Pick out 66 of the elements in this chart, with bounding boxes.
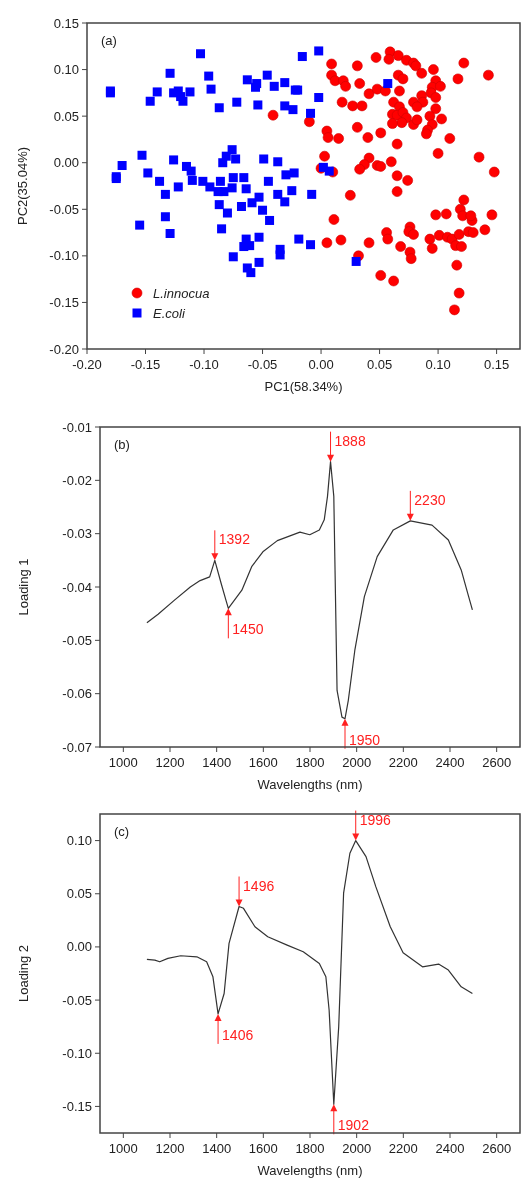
y-tick-label: -0.05 xyxy=(62,992,92,1008)
x-tick-label: 2600 xyxy=(482,1141,512,1156)
x-tick-label: 2000 xyxy=(342,755,372,770)
x-tick-label: 1000 xyxy=(108,755,138,770)
y-tick-label: -0.05 xyxy=(49,201,79,217)
x-tick-label: 1200 xyxy=(155,755,185,770)
x-tick-label: 2200 xyxy=(388,1141,418,1156)
y-tick-label: -0.20 xyxy=(49,341,79,357)
x-tick-label: 1400 xyxy=(202,755,232,770)
y-tick-label: 0.05 xyxy=(53,108,79,124)
y-axis-title: PC2(35.04%) xyxy=(15,146,30,226)
x-tick-label: 1200 xyxy=(155,1141,185,1156)
x-tick-label: 1600 xyxy=(248,1141,278,1156)
x-tick-label: 2600 xyxy=(482,755,512,770)
annotation: (b) xyxy=(114,437,130,452)
annotation: (a) xyxy=(101,33,117,48)
y-tick-label: 0.00 xyxy=(53,155,79,171)
y-tick-label: -0.10 xyxy=(49,248,79,264)
legend-label: E.coli xyxy=(153,306,186,321)
x-tick-label: 2200 xyxy=(388,755,418,770)
y-tick-label: 0.15 xyxy=(53,15,79,31)
x-tick-label: 0.15 xyxy=(483,357,510,372)
x-tick-label: 2400 xyxy=(435,1141,465,1156)
x-tick-label: 0.10 xyxy=(425,357,451,372)
y-tick-label: -0.03 xyxy=(62,526,92,542)
x-tick-label: 0.05 xyxy=(366,357,393,372)
y-tick-label: -0.06 xyxy=(62,686,92,702)
x-tick-label: 1000 xyxy=(108,1141,138,1156)
y-tick-label: -0.15 xyxy=(62,1098,92,1114)
annotation: 1888 xyxy=(334,432,366,449)
x-tick-label: 1800 xyxy=(295,755,325,770)
x-tick-label: 2400 xyxy=(435,755,465,770)
annotation: 1496 xyxy=(243,877,275,894)
annotation: (c) xyxy=(114,824,130,839)
x-tick-label: 0.00 xyxy=(308,357,334,372)
annotation: 1902 xyxy=(337,1117,370,1134)
x-tick-label: 1600 xyxy=(248,755,278,770)
y-axis-title: Loading 1 xyxy=(16,558,31,616)
annotation: 1406 xyxy=(222,1026,254,1043)
y-tick-label: -0.07 xyxy=(62,739,92,755)
y-axis-title: Loading 2 xyxy=(16,944,31,1003)
x-tick-label: -0.15 xyxy=(130,357,161,372)
y-tick-label: 0.00 xyxy=(66,939,92,955)
annotation: 1450 xyxy=(232,621,264,638)
x-tick-label: -0.10 xyxy=(189,357,219,372)
x-tick-label: 1400 xyxy=(202,1141,232,1156)
x-tick-label: 2000 xyxy=(342,1141,372,1156)
y-tick-label: -0.02 xyxy=(62,472,92,488)
y-tick-label: -0.04 xyxy=(62,579,92,595)
x-axis-title: Wavelengths (nm) xyxy=(257,1163,363,1178)
x-axis-title: PC1(58.34%) xyxy=(264,379,343,394)
x-tick-label: 1800 xyxy=(295,1141,325,1156)
annotation: 1392 xyxy=(218,531,251,548)
legend-label: L.innocua xyxy=(153,286,210,301)
y-tick-label: 0.10 xyxy=(66,833,92,849)
y-tick-label: 0.05 xyxy=(66,886,92,902)
x-axis-title: Wavelengths (nm) xyxy=(257,777,363,792)
annotation: 2230 xyxy=(414,491,446,508)
x-tick-label: -0.05 xyxy=(247,357,278,372)
annotation: 1996 xyxy=(359,811,392,828)
y-tick-label: -0.01 xyxy=(62,419,92,435)
annotation: 1950 xyxy=(349,731,381,748)
y-tick-label: 0.10 xyxy=(53,62,79,78)
y-tick-label: -0.15 xyxy=(49,294,79,310)
y-tick-label: -0.05 xyxy=(62,632,92,648)
y-tick-label: -0.10 xyxy=(62,1045,92,1061)
